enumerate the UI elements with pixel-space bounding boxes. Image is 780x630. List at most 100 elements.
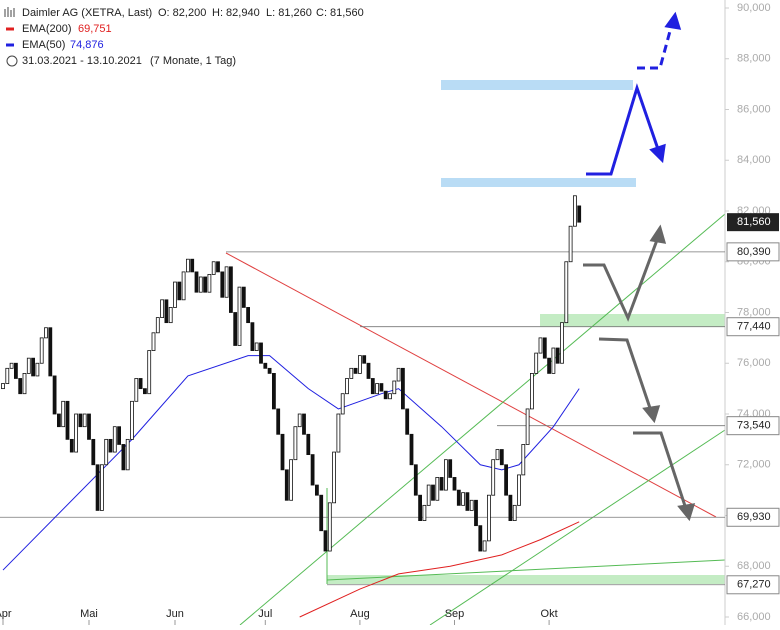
- candle: [530, 373, 534, 410]
- candle: [39, 337, 44, 364]
- level-label-box: [726, 575, 780, 595]
- level-label: 73,540: [737, 420, 771, 432]
- candle: [108, 438, 113, 453]
- candle: [241, 286, 246, 308]
- candle: [573, 195, 577, 227]
- y-tick-label: 72,000: [737, 459, 771, 471]
- arrow-head: [664, 11, 682, 30]
- candle: [319, 494, 324, 532]
- candle: [203, 276, 208, 293]
- candle: [82, 413, 87, 428]
- candle: [521, 444, 526, 476]
- arrow-head: [642, 405, 661, 424]
- candle: [302, 413, 306, 435]
- candle: [469, 499, 474, 511]
- clock-icon: [6, 55, 18, 67]
- candle: [314, 484, 319, 496]
- level-label-box: [726, 317, 780, 337]
- candle: [35, 362, 40, 377]
- candle: [190, 258, 195, 273]
- candle: [1, 383, 5, 390]
- candle: [13, 362, 18, 379]
- candle: [461, 492, 466, 506]
- level-label-box: [726, 416, 780, 436]
- candle: [426, 484, 431, 506]
- arrow-head: [677, 503, 696, 522]
- trend-line: [429, 429, 726, 626]
- trend-lines: [225, 213, 726, 626]
- candle: [31, 357, 36, 377]
- candle: [271, 373, 276, 410]
- arrow: [583, 231, 662, 322]
- trend-line: [225, 252, 717, 518]
- arrow: [633, 431, 689, 513]
- candle: [504, 464, 509, 496]
- candle: [388, 393, 392, 400]
- legend-value: 74,876: [70, 39, 104, 51]
- candle: [435, 477, 440, 501]
- candle: [443, 459, 448, 491]
- legend-value: 69,751: [78, 23, 112, 35]
- candle: [211, 261, 216, 275]
- candle: [456, 489, 461, 506]
- candle: [413, 464, 418, 496]
- candle: [130, 400, 134, 440]
- candle: [293, 426, 298, 461]
- y-tick-label: 84,000: [737, 154, 771, 166]
- candle: [482, 540, 487, 552]
- arrow-head: [649, 224, 667, 244]
- x-tick-label: Jul: [258, 608, 272, 620]
- candle: [564, 261, 569, 324]
- y-tick-label: 68,000: [737, 560, 771, 572]
- candle: [439, 477, 444, 491]
- candle: [9, 362, 14, 369]
- y-tick-label: 78,000: [737, 306, 771, 318]
- candle: [547, 357, 551, 374]
- candle: [220, 271, 225, 298]
- candle: [491, 459, 496, 496]
- trend-line: [326, 559, 726, 581]
- last-price-box: [727, 213, 779, 232]
- x-tick-label: Okt: [541, 608, 558, 620]
- candle: [336, 413, 341, 453]
- candle: [52, 375, 57, 415]
- level-label: 77,440: [737, 321, 771, 333]
- candle: [508, 494, 513, 521]
- candle: [173, 281, 177, 308]
- support-zone: [327, 575, 725, 584]
- x-tick-label: Jun: [166, 608, 184, 620]
- candle: [142, 388, 147, 395]
- ohlc-label: H: 82,940: [212, 7, 260, 19]
- candle: [577, 205, 582, 223]
- ohlc-label: C: 81,560: [316, 7, 364, 19]
- candle: [216, 261, 220, 273]
- candle: [323, 530, 328, 552]
- candle: [297, 413, 302, 428]
- candle: [284, 469, 289, 501]
- chart-title: Daimler AG (XETRA, Last): [22, 7, 152, 19]
- x-tick-label: Apr: [0, 608, 12, 620]
- candle: [418, 494, 423, 521]
- candle: [78, 413, 83, 428]
- arrow: [637, 19, 675, 70]
- candle: [306, 433, 311, 456]
- candle: [486, 494, 491, 542]
- candle: [164, 299, 169, 324]
- zones: [327, 80, 725, 584]
- plot: [0, 7, 729, 625]
- candle: [366, 362, 371, 379]
- resistance-zone: [441, 178, 636, 187]
- candle: [69, 438, 74, 453]
- candle: [250, 322, 255, 351]
- trend-line: [239, 213, 726, 626]
- candle: [379, 383, 384, 392]
- level-label-box: [726, 507, 780, 527]
- candle: [289, 459, 294, 501]
- candle: [181, 271, 186, 301]
- candle: [194, 271, 199, 293]
- candle: [57, 413, 61, 428]
- x-tick-label: Mai: [80, 608, 98, 620]
- y-tick-label: 86,000: [737, 103, 771, 115]
- candle: [534, 352, 539, 374]
